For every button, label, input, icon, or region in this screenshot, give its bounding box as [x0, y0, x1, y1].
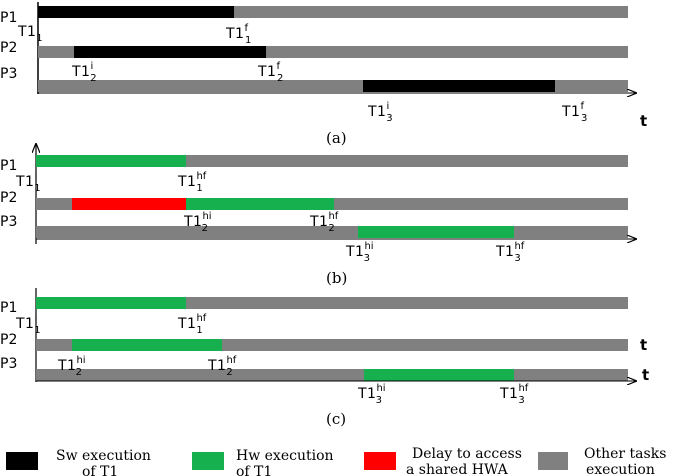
panel-a-p1-label: P1	[0, 10, 17, 26]
panel-a-label-t13i: T1i 3	[367, 101, 393, 124]
legend: Sw execution of T1 Hw execution of T1 De…	[6, 446, 666, 476]
panel-c-p1-label: P1	[0, 300, 17, 316]
panel-c-p3-label: P3	[0, 356, 17, 372]
panel-a-p3-label: P3	[0, 66, 17, 82]
legend-swatch-hw	[192, 452, 224, 470]
panel-b-label-t12hi: T1hi 2	[183, 211, 212, 234]
panel-c-label-t13hf: T1hf 3	[499, 383, 529, 406]
panel-c-label-t12hi: T1hi 2	[57, 355, 86, 378]
panel-c: P1 P2 P3 T1i 1 T1hf 1 T1hi 2 T1hf 2 T1hi 3 T1…	[0, 288, 649, 428]
legend-swatch-delay	[364, 452, 396, 470]
panel-b-p1-label: P1	[0, 158, 17, 174]
panel-b-label-t11i: T1i 1	[15, 171, 41, 194]
panel-c-p3-other	[36, 369, 628, 381]
legend-item-delay: Delay to access a shared HWA	[364, 446, 522, 476]
panel-a-t-axis-label: t	[640, 112, 647, 130]
panel-b-p2-hw	[186, 198, 334, 210]
legend-label-delay-line1: Delay to access	[412, 446, 522, 462]
panel-a-label-t12i: T1i 2	[71, 61, 97, 84]
panel-c-label-t13hi: T1hi 3	[357, 383, 386, 406]
panel-a-p1-sw	[38, 6, 234, 18]
panel-c-t-axis-label-2: t	[642, 366, 649, 384]
legend-swatch-sw	[6, 452, 38, 470]
legend-item-other: Other tasks execution	[538, 446, 666, 476]
legend-label-sw-line1: Sw execution	[56, 448, 151, 464]
legend-item-sw: Sw execution of T1	[6, 448, 151, 476]
panel-a-label-t11f: T1f 1	[225, 23, 251, 46]
panel-a-p2-sw	[74, 46, 266, 58]
panel-b-p3-label: P3	[0, 214, 17, 230]
legend-label-sw-line2: of T1	[82, 464, 118, 476]
panel-b-label-t11hf: T1hf 1	[177, 171, 207, 194]
panel-c-label-t12hf: T1hf 2	[207, 355, 237, 378]
panel-c-label-t11i: T1i 1	[15, 313, 41, 336]
panel-b-p2-label: P2	[0, 190, 17, 206]
panel-c-p1-hw	[36, 297, 186, 309]
panel-b-label-t13hf: T1hf 3	[495, 241, 525, 264]
legend-swatch-other	[538, 452, 568, 470]
legend-label-delay-line2: a shared HWA	[406, 462, 509, 476]
panel-a-p3-sw	[363, 80, 555, 92]
panel-a-caption: (a)	[326, 129, 347, 147]
panel-b-p1-hw	[36, 155, 186, 167]
panel-b-p3-hw	[358, 226, 514, 238]
panel-a-label-t12f: T1f 2	[257, 61, 283, 84]
panel-c-p2-label: P2	[0, 332, 17, 348]
panel-c-label-t11hf: T1hf 1	[177, 313, 207, 336]
panel-a-label-t13f: T1f 3	[561, 101, 587, 124]
panel-a: P1 P2 P3 T1i 1 T1f 1 T1i 2 T1f 2 T1i 3 T1f 3 t…	[0, 2, 647, 147]
legend-label-hw-line2: of T1	[236, 464, 272, 476]
panel-c-p3-hw	[364, 369, 514, 381]
panel-c-caption: (c)	[326, 410, 346, 428]
panel-b: P1 P2 P3 T1i 1 T1hf 1 T1hi 2 T1hf 2 T1hi 3 T1…	[0, 144, 636, 287]
panel-a-p2-label: P2	[0, 40, 17, 56]
panel-b-label-t12hf: T1hf 2	[309, 211, 339, 234]
panel-b-label-t13hi: T1hi 3	[345, 241, 374, 264]
panel-c-t-axis-label: t	[640, 336, 647, 354]
panel-c-p2-hw	[72, 339, 222, 351]
panel-b-caption: (b)	[326, 269, 347, 287]
legend-label-hw-line1: Hw execution	[236, 448, 334, 464]
legend-label-other-line1: Other tasks	[584, 446, 666, 462]
panel-b-p2-delay	[72, 198, 186, 210]
panel-a-label-t11i: T1i 1	[17, 21, 43, 44]
legend-label-other-line2: execution	[586, 462, 655, 476]
legend-item-hw: Hw execution of T1	[192, 448, 334, 476]
